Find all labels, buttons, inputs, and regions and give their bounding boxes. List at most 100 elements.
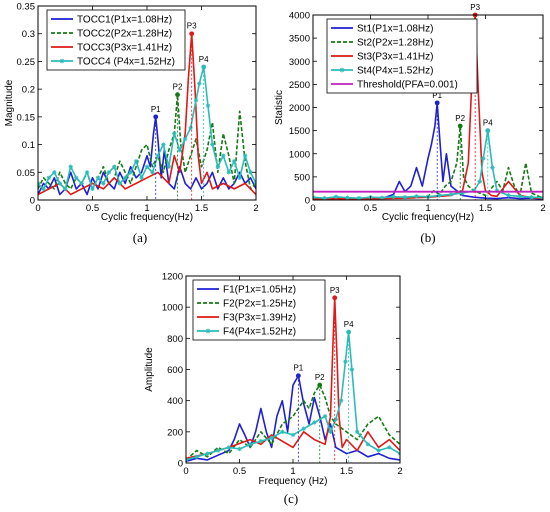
series-marker — [356, 195, 362, 200]
series-marker — [68, 164, 73, 169]
series-marker — [84, 170, 90, 175]
series-marker — [414, 194, 419, 199]
x-tick-label: 0.5 — [364, 203, 377, 214]
x-tick-label: 1.5 — [340, 466, 353, 477]
legend-entry-label: St4(P4x=1.52Hz) — [357, 66, 433, 77]
peak-marker — [201, 64, 207, 70]
series-marker — [322, 195, 327, 200]
series-marker — [205, 103, 211, 108]
series-marker — [139, 175, 144, 181]
series-marker — [312, 420, 317, 425]
series-marker — [144, 164, 150, 169]
peak-marker — [175, 92, 180, 98]
series-marker — [242, 153, 248, 158]
legend-entry-label: F2(P2x=1.25Hz) — [223, 299, 296, 310]
series-marker — [150, 170, 155, 175]
y-tick-label: 800 — [167, 334, 183, 345]
series-marker — [226, 445, 231, 450]
series-line-2 — [186, 384, 400, 461]
x-tick-label: 0.5 — [233, 466, 246, 477]
legend-entry-label: TOCC4 (P4x=1.52Hz) — [77, 57, 175, 68]
series-line-2 — [313, 125, 543, 200]
y-axis-label: Statistic — [274, 90, 285, 125]
peak-marker — [457, 123, 463, 129]
peak-label: P1 — [151, 105, 161, 114]
peak-label: P4 — [199, 55, 209, 64]
series-marker — [248, 442, 253, 447]
series-marker — [471, 188, 477, 193]
series-marker — [269, 435, 274, 441]
legend-box — [192, 279, 326, 341]
series-marker — [391, 194, 396, 199]
peak-marker — [332, 295, 338, 301]
series-marker — [215, 448, 221, 453]
peak-marker — [434, 100, 440, 106]
chart-a: P1 P2 P3 P4 0 0.5 1 1.5 2 0 0.05 0.1 0.15 0.2 0.25 0.3 0… — [4, 2, 259, 246]
series-marker — [437, 193, 442, 198]
series-marker — [506, 193, 511, 198]
y-tick-label: 1000 — [289, 149, 310, 160]
series-marker — [333, 417, 338, 422]
peak-marker — [189, 31, 195, 37]
legend-entry-label: St3(P3x=1.41Hz) — [357, 52, 433, 63]
series-marker — [237, 446, 242, 452]
panel-caption: (a) — [133, 230, 147, 245]
series-marker — [448, 192, 454, 197]
legend-entry-label: TOCC3(P3x=1.41Hz) — [77, 43, 172, 54]
panel-caption: (b) — [420, 230, 435, 245]
x-tick-label: 2 — [540, 203, 545, 214]
series-marker — [226, 170, 231, 175]
y-tick-label: 0.35 — [17, 2, 36, 13]
series-marker — [379, 195, 385, 200]
series-marker — [237, 175, 242, 181]
series-marker — [193, 98, 199, 103]
series-marker — [123, 175, 128, 181]
series-marker — [182, 136, 188, 142]
series-marker — [355, 429, 360, 435]
series-line-4 — [186, 331, 400, 461]
legend-marker — [339, 67, 345, 73]
y-tick-label: 0 — [30, 196, 35, 207]
y-tick-label: 0.05 — [17, 168, 36, 179]
x-tick-label: 0 — [35, 203, 40, 214]
peak-marker — [346, 329, 352, 335]
x-axis-label: Cyclic frequency(Hz) — [101, 212, 193, 223]
series-marker — [376, 448, 381, 453]
series-marker — [258, 438, 264, 444]
series-marker — [205, 451, 210, 456]
y-tick-label: 0.1 — [22, 140, 35, 151]
series-marker — [112, 164, 117, 169]
series-marker — [95, 175, 101, 181]
x-tick-label: 1.5 — [195, 203, 208, 214]
plot-area — [186, 296, 400, 463]
series-line-3 — [38, 32, 256, 196]
x-tick-label: 1.5 — [479, 203, 492, 214]
series-marker — [79, 181, 84, 186]
y-tick-label: 1200 — [162, 272, 183, 283]
series-marker — [517, 194, 523, 199]
series-line-1 — [186, 374, 400, 463]
series-marker — [328, 429, 333, 435]
x-tick-label: 0 — [183, 466, 188, 477]
series-marker — [215, 164, 221, 169]
series-marker — [460, 190, 465, 196]
plot-area — [313, 15, 543, 200]
series-marker — [301, 426, 306, 431]
legend-entry-label: F4(P4x=1.52Hz) — [223, 327, 296, 338]
chart-c: P1 P2 P3 P4 0 0.5 1 1.5 2 0 200 400 600 800 1000 1200 Fr… — [144, 272, 403, 507]
y-tick-label: 0.15 — [17, 112, 36, 123]
series-marker — [280, 429, 285, 435]
series-marker — [155, 153, 161, 158]
series-marker — [349, 367, 355, 372]
legend-entry-label: F1(P1x=1.05Hz) — [223, 285, 296, 296]
peak-label: P3 — [187, 22, 197, 31]
chart-b: P1 P2 P3 P4 0 0.5 1 1.5 2 0 500 1000 1500 2000 2500 300… — [274, 3, 546, 245]
y-tick-label: 1000 — [162, 303, 183, 314]
peak-label: P1 — [432, 91, 442, 100]
x-tick-label: 0.5 — [86, 203, 99, 214]
plot-area — [38, 32, 256, 196]
peak-marker — [153, 114, 159, 120]
y-tick-label: 1500 — [289, 126, 310, 137]
series-marker — [333, 194, 339, 199]
